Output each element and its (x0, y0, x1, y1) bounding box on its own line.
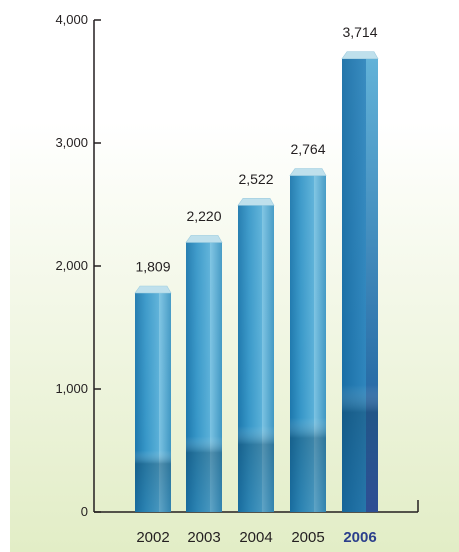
y-tick-label: 3,000 (55, 135, 88, 150)
bar-data-label: 3,714 (342, 24, 377, 40)
bar-shading (238, 205, 274, 512)
x-tick-label: 2006 (343, 529, 376, 546)
bar (134, 285, 172, 512)
bar-top-cap (134, 285, 172, 294)
bar-shading (135, 292, 171, 512)
bar-data-label: 2,220 (186, 208, 221, 224)
bar-top-cap (289, 168, 327, 176)
bar (185, 235, 223, 512)
bar-top-cap (341, 51, 379, 59)
bar (341, 51, 379, 512)
x-tick-label: 2002 (136, 529, 169, 546)
bar-top-cap (185, 235, 223, 243)
bar-data-label: 2,522 (238, 171, 273, 187)
bars (134, 51, 379, 512)
y-tick-label: 2,000 (55, 258, 88, 273)
x-tick-label: 2003 (187, 529, 220, 546)
y-tick-label: 1,000 (55, 381, 88, 396)
bar-shading (290, 175, 326, 512)
plot-background (10, 0, 459, 552)
bar-data-label: 1,809 (135, 258, 170, 274)
bar-top-cap (237, 197, 275, 206)
y-tick-label: 0 (81, 504, 88, 519)
x-tick-label: 2004 (239, 529, 272, 546)
bar-shading (342, 58, 378, 512)
x-tick-label: 2005 (291, 529, 324, 546)
bar (237, 197, 275, 512)
bar (289, 168, 327, 512)
bar-shading (186, 242, 222, 512)
bar-data-label: 2,764 (290, 141, 325, 157)
y-tick-label: 4,000 (55, 12, 88, 27)
labels: 1,809 2002 2,220 2003 2,522 2004 2,764 2005 3,71… (135, 24, 377, 546)
